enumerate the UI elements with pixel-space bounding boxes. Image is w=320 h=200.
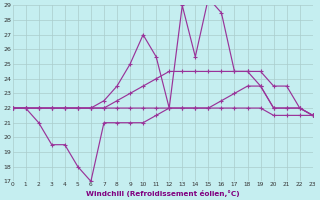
X-axis label: Windchill (Refroidissement éolien,°C): Windchill (Refroidissement éolien,°C) <box>86 190 239 197</box>
